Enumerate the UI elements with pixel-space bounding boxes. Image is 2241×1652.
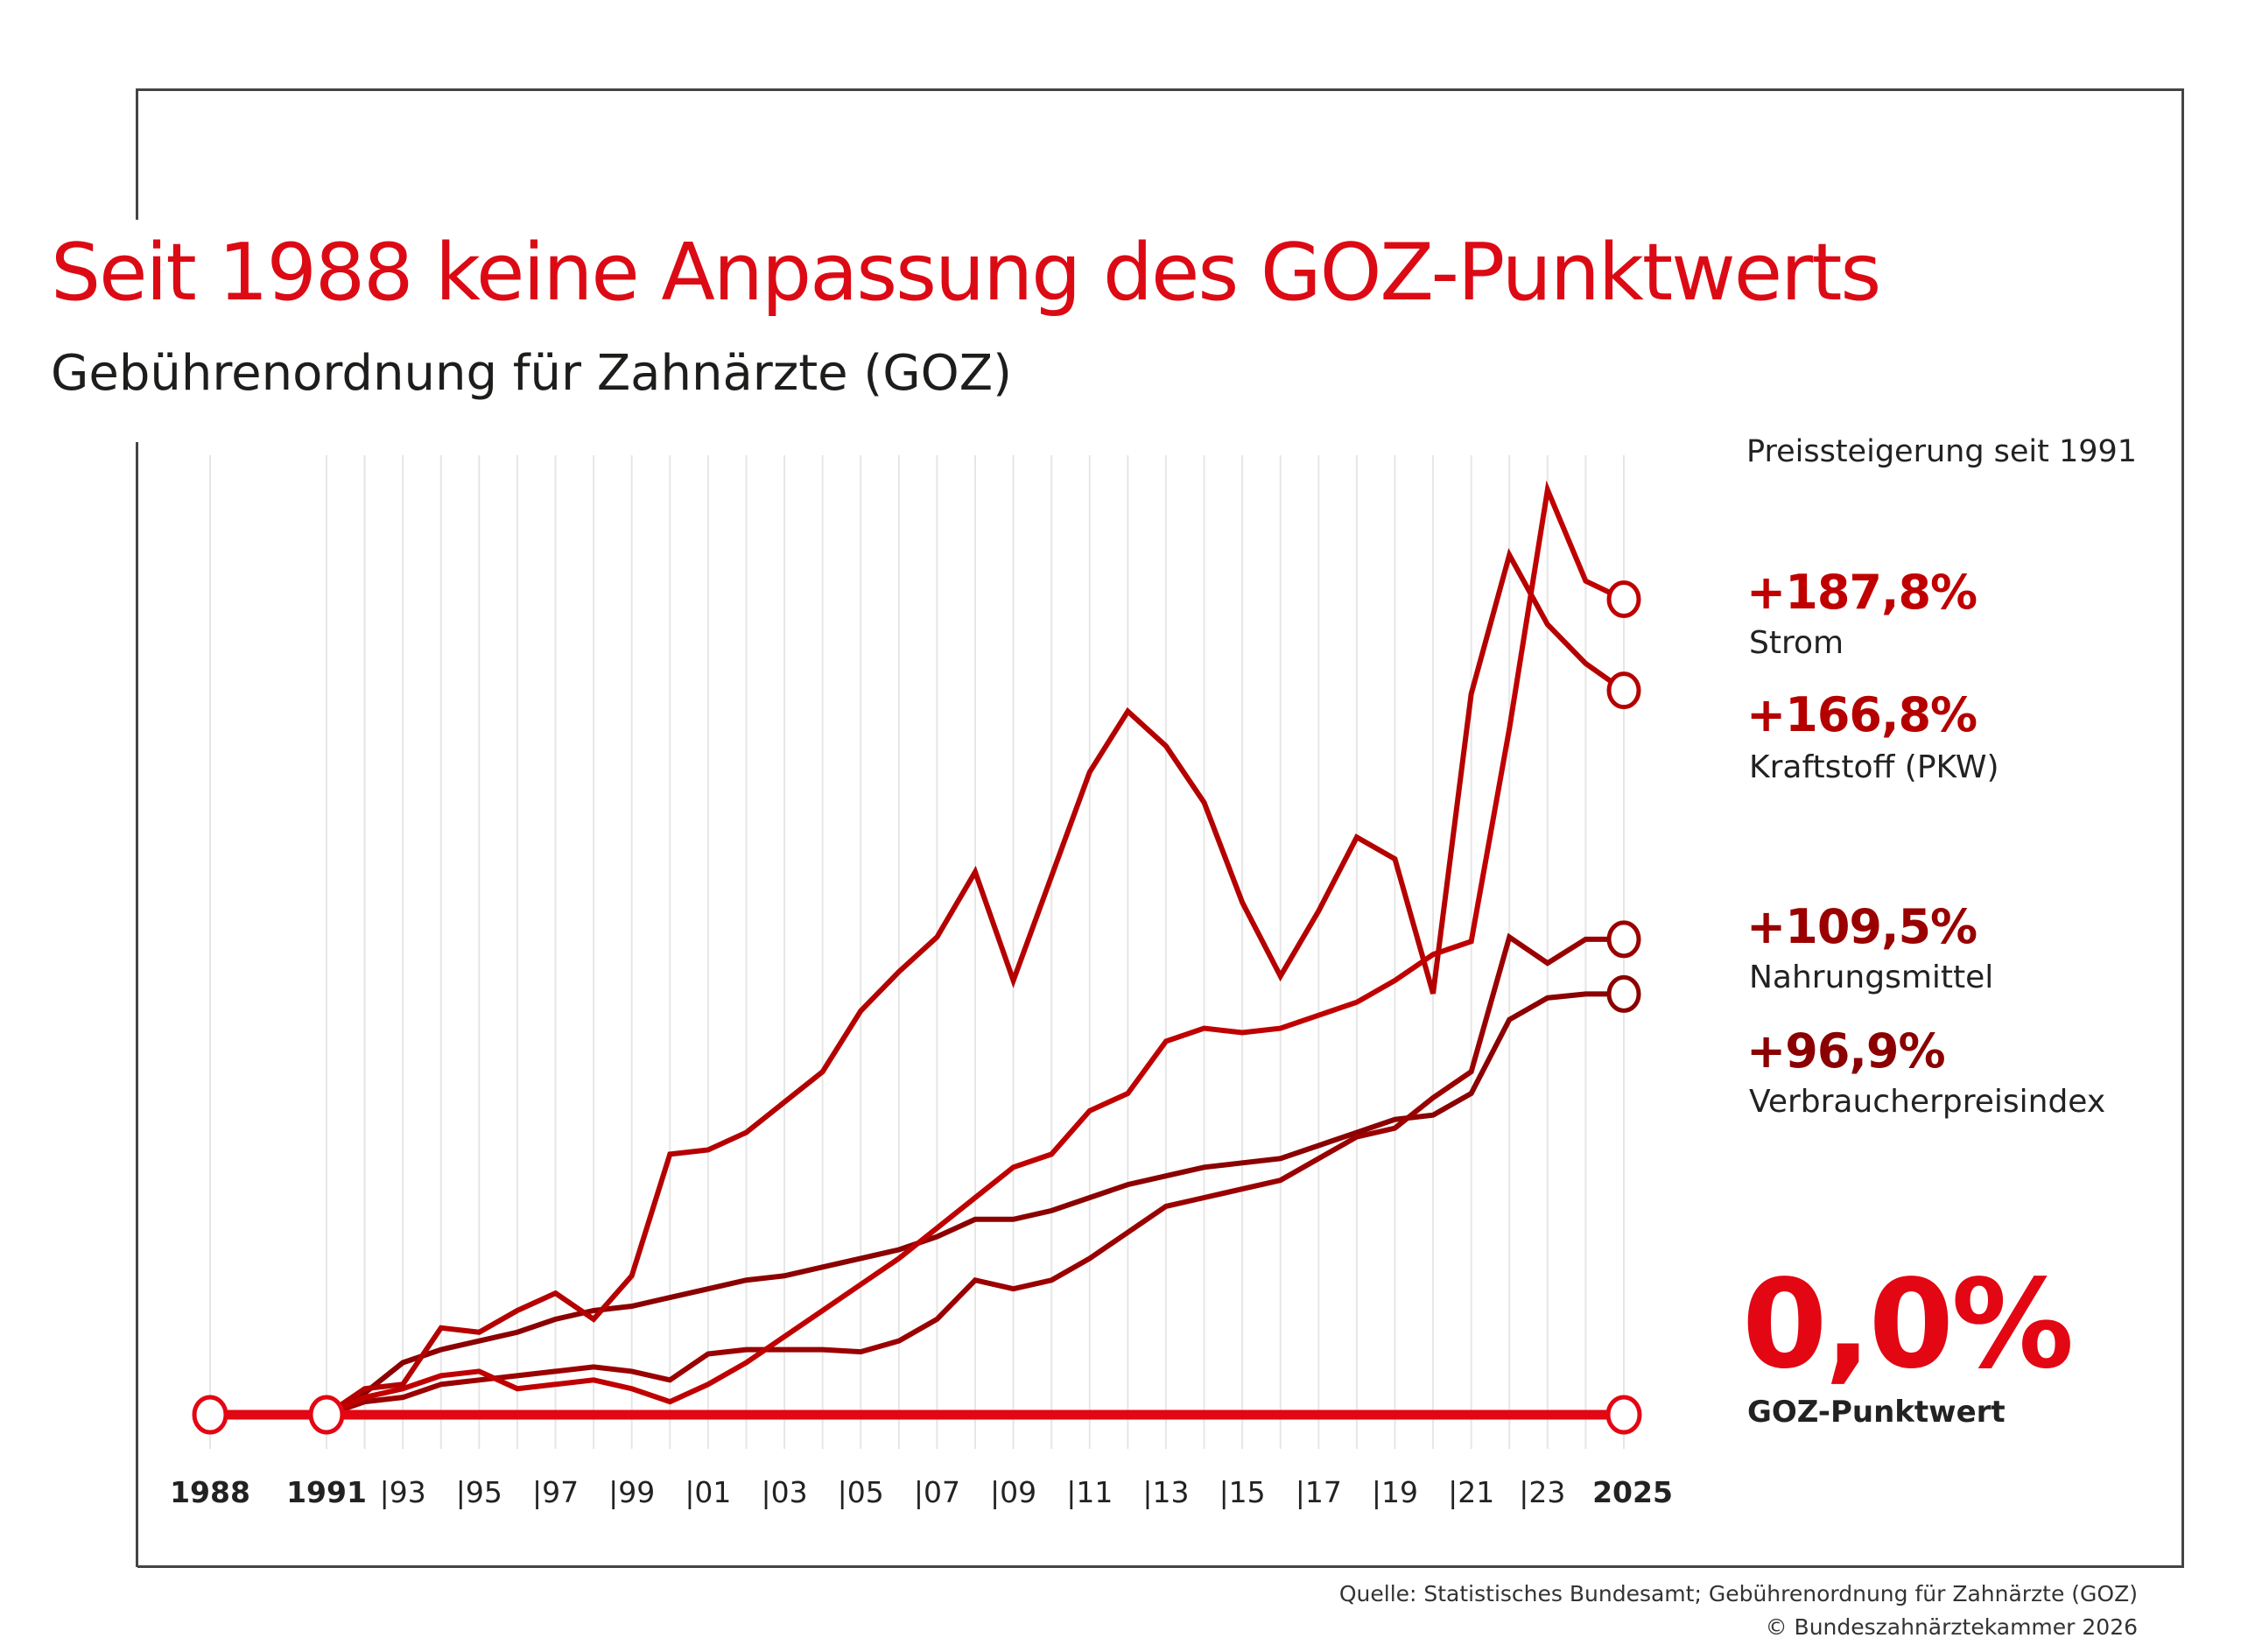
x-tick-label-2017: |17 (1296, 1475, 1342, 1509)
end-marker-verbraucherpreisindex (1606, 974, 1641, 1013)
goz-marker-1991 (308, 1395, 345, 1435)
x-tick-label-2007: |07 (914, 1475, 960, 1509)
legend-label-vpi: Verbraucherpreisindex (1749, 1084, 2106, 1120)
x-tick-label-2013: |13 (1142, 1475, 1189, 1509)
x-tick-label-2009: |09 (990, 1475, 1036, 1509)
x-tick-label-1997: |97 (532, 1475, 579, 1509)
goz-value: 0,0% (1742, 1254, 2074, 1396)
end-marker-kraftstoff-pkw (1606, 671, 1641, 710)
x-tick-label-2023: |23 (1519, 1475, 1565, 1509)
x-tick-label-1999: |99 (608, 1475, 655, 1509)
legend-value-vpi: +96,9% (1746, 1023, 1946, 1079)
legend-label-kraftstoff: Kraftstoff (PKW) (1749, 749, 1999, 785)
x-tick-label-2001: |01 (685, 1475, 731, 1509)
vertical-gridlines (209, 455, 1625, 1449)
x-tick-label-2025: 2025 (1592, 1475, 1673, 1509)
x-tick-label-1988: 1988 (170, 1475, 250, 1509)
x-tick-label-1995: |95 (456, 1475, 502, 1509)
copyright-note: © Bundeszahnärztekammer 2026 (1765, 1614, 2138, 1640)
goz-marker-2025 (1605, 1395, 1642, 1435)
frame-border-bottom (137, 1565, 2184, 1568)
legend-label-strom: Strom (1749, 625, 1844, 661)
source-note: Quelle: Statistisches Bundesamt; Gebühre… (1338, 1581, 2138, 1606)
x-axis-tick-labels: 1988 1991 |93 |95 |97 |99 |01 |03 |05 |07 |09 |11 |1… (170, 1475, 1673, 1509)
legend-value-strom: +187,8% (1746, 565, 1978, 620)
legend-label-nahrungsmittel: Nahrungsmittel (1749, 960, 1994, 995)
legend-heading: Preissteigerung seit 1991 (1746, 434, 2138, 469)
series-line-nahrungsmittel (324, 932, 1626, 1417)
goz-marker-1988 (192, 1395, 228, 1435)
end-marker-strom (1606, 580, 1641, 619)
x-tick-label-2015: |15 (1219, 1475, 1266, 1509)
frame-border-top (137, 88, 2183, 91)
goz-label: GOZ-Punktwert (1747, 1395, 2006, 1430)
x-tick-label-2019: |19 (1372, 1475, 1418, 1509)
frame-border-left-lower (136, 442, 138, 1567)
end-marker-nahrungsmittel (1606, 920, 1641, 959)
legend-value-nahrungsmittel: +109,5% (1746, 899, 1978, 954)
frame-border-right (2181, 88, 2184, 1566)
frame-border-left-upper (136, 88, 138, 220)
x-tick-label-2021: |21 (1448, 1475, 1494, 1509)
x-tick-label-1993: |93 (380, 1475, 426, 1509)
x-tick-label-2011: |11 (1066, 1475, 1113, 1509)
x-tick-label-2003: |03 (762, 1475, 808, 1509)
series-line-kraftstoff-pkw (324, 547, 1626, 1417)
series-line-strom (324, 480, 1626, 1417)
legend-value-kraftstoff: +166,8% (1746, 687, 1978, 742)
series-lines (210, 480, 1626, 1420)
chart-title: Seit 1988 keine Anpassung des GOZ-Punktw… (51, 227, 1881, 319)
chart-subtitle: Gebührenordnung für Zahnärzte (GOZ) (51, 345, 1012, 402)
x-tick-label-1991: 1991 (286, 1475, 367, 1509)
x-tick-label-2005: |05 (838, 1475, 884, 1509)
end-markers (192, 580, 1642, 1435)
